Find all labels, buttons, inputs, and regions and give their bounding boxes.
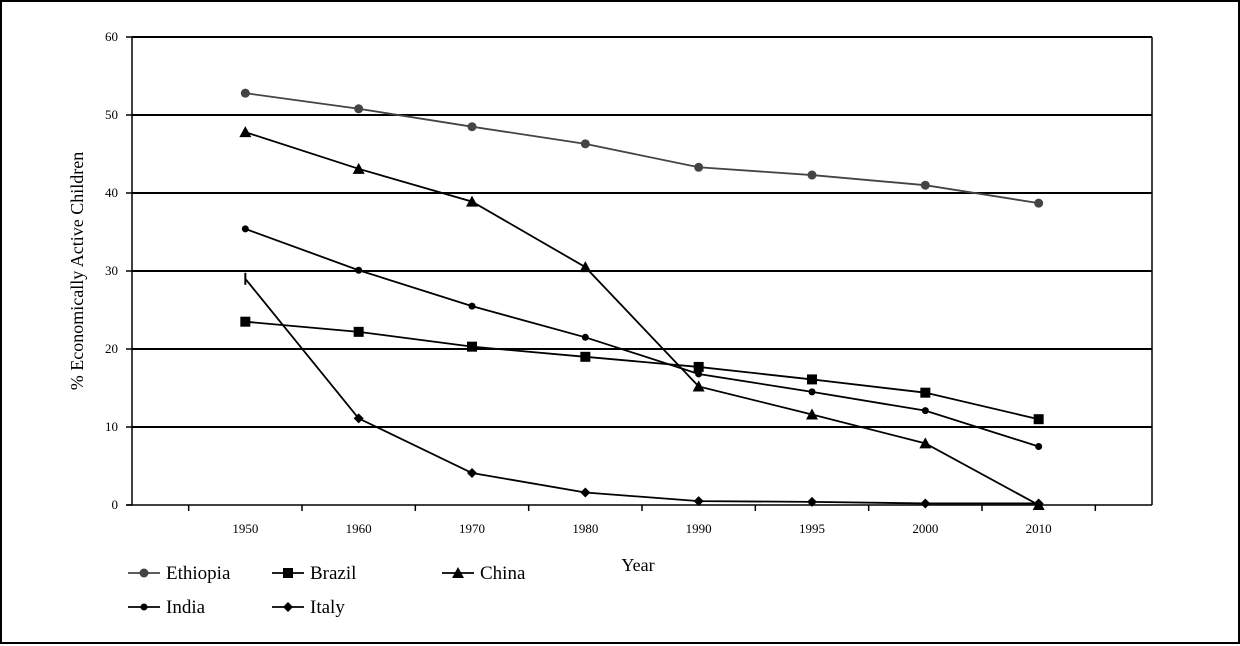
data-point — [469, 303, 476, 310]
data-point — [354, 327, 364, 337]
legend-item-india: India — [128, 597, 206, 618]
data-point — [921, 181, 930, 190]
legend-marker — [283, 568, 293, 578]
data-point — [1034, 199, 1043, 208]
legend: Ethiopia Brazil China India Italy — [128, 563, 526, 618]
data-point — [468, 122, 477, 131]
data-point — [920, 388, 930, 398]
data-point — [354, 104, 363, 113]
legend-marker — [141, 604, 148, 611]
y-tick-label: 60 — [105, 29, 118, 44]
data-point — [239, 126, 251, 137]
y-tick-label: 10 — [105, 419, 118, 434]
legend-marker — [283, 602, 293, 612]
data-point — [467, 342, 477, 352]
x-tick-label: 2010 — [1026, 521, 1052, 536]
data-point — [807, 374, 817, 384]
data-point — [355, 267, 362, 274]
legend-label: Brazil — [310, 563, 356, 584]
legend-item-china: China — [442, 563, 526, 584]
data-point — [809, 388, 816, 395]
x-tick-label: 1960 — [346, 521, 372, 536]
series-line — [245, 229, 1038, 447]
series-line — [245, 132, 1038, 505]
data-point — [582, 334, 589, 341]
x-tick-label: 2000 — [912, 521, 938, 536]
data-point — [695, 370, 702, 377]
gridlines — [132, 37, 1152, 427]
data-point — [922, 407, 929, 414]
data-point — [580, 488, 590, 498]
y-axis-title: % Economically Active Children — [67, 152, 87, 390]
data-point — [580, 352, 590, 362]
data-point — [694, 163, 703, 172]
y-tick-labels: 0 10 20 30 40 50 60 — [105, 29, 132, 512]
series-india — [242, 225, 1042, 450]
data-point — [579, 261, 591, 272]
legend-item-ethiopia: Ethiopia — [128, 563, 231, 584]
legend-label: India — [166, 597, 206, 618]
data-point — [240, 317, 250, 327]
series-line — [245, 93, 1038, 203]
x-tick-label: 1990 — [686, 521, 712, 536]
x-tick-label: 1950 — [232, 521, 258, 536]
series-group — [239, 89, 1044, 510]
data-point — [1034, 414, 1044, 424]
y-tick-label: 40 — [105, 185, 118, 200]
data-point — [1035, 443, 1042, 450]
y-tick-label: 50 — [105, 107, 118, 122]
legend-item-italy: Italy — [272, 597, 345, 618]
legend-label: Italy — [310, 597, 345, 618]
data-point — [467, 468, 477, 478]
data-point — [920, 498, 930, 508]
data-point — [241, 89, 250, 98]
y-tick-label: 20 — [105, 341, 118, 356]
data-point — [808, 171, 817, 180]
data-point — [242, 225, 249, 232]
x-tick-label: 1970 — [459, 521, 485, 536]
data-point — [581, 139, 590, 148]
series-ethiopia — [241, 89, 1043, 208]
x-axis-title: Year — [621, 555, 654, 575]
y-tick-label: 30 — [105, 263, 118, 278]
legend-marker — [140, 569, 149, 578]
data-point — [694, 362, 704, 372]
x-tick-label: 1995 — [799, 521, 825, 536]
legend-label: Ethiopia — [166, 563, 231, 584]
legend-label: China — [480, 563, 526, 584]
legend-item-brazil: Brazil — [272, 563, 356, 584]
x-tick-label: 1980 — [572, 521, 598, 536]
series-line — [245, 322, 1038, 420]
x-tick-labels: 1950 1960 1970 1980 1990 1995 2000 2010 — [189, 505, 1096, 536]
y-tick-label: 0 — [112, 497, 119, 512]
